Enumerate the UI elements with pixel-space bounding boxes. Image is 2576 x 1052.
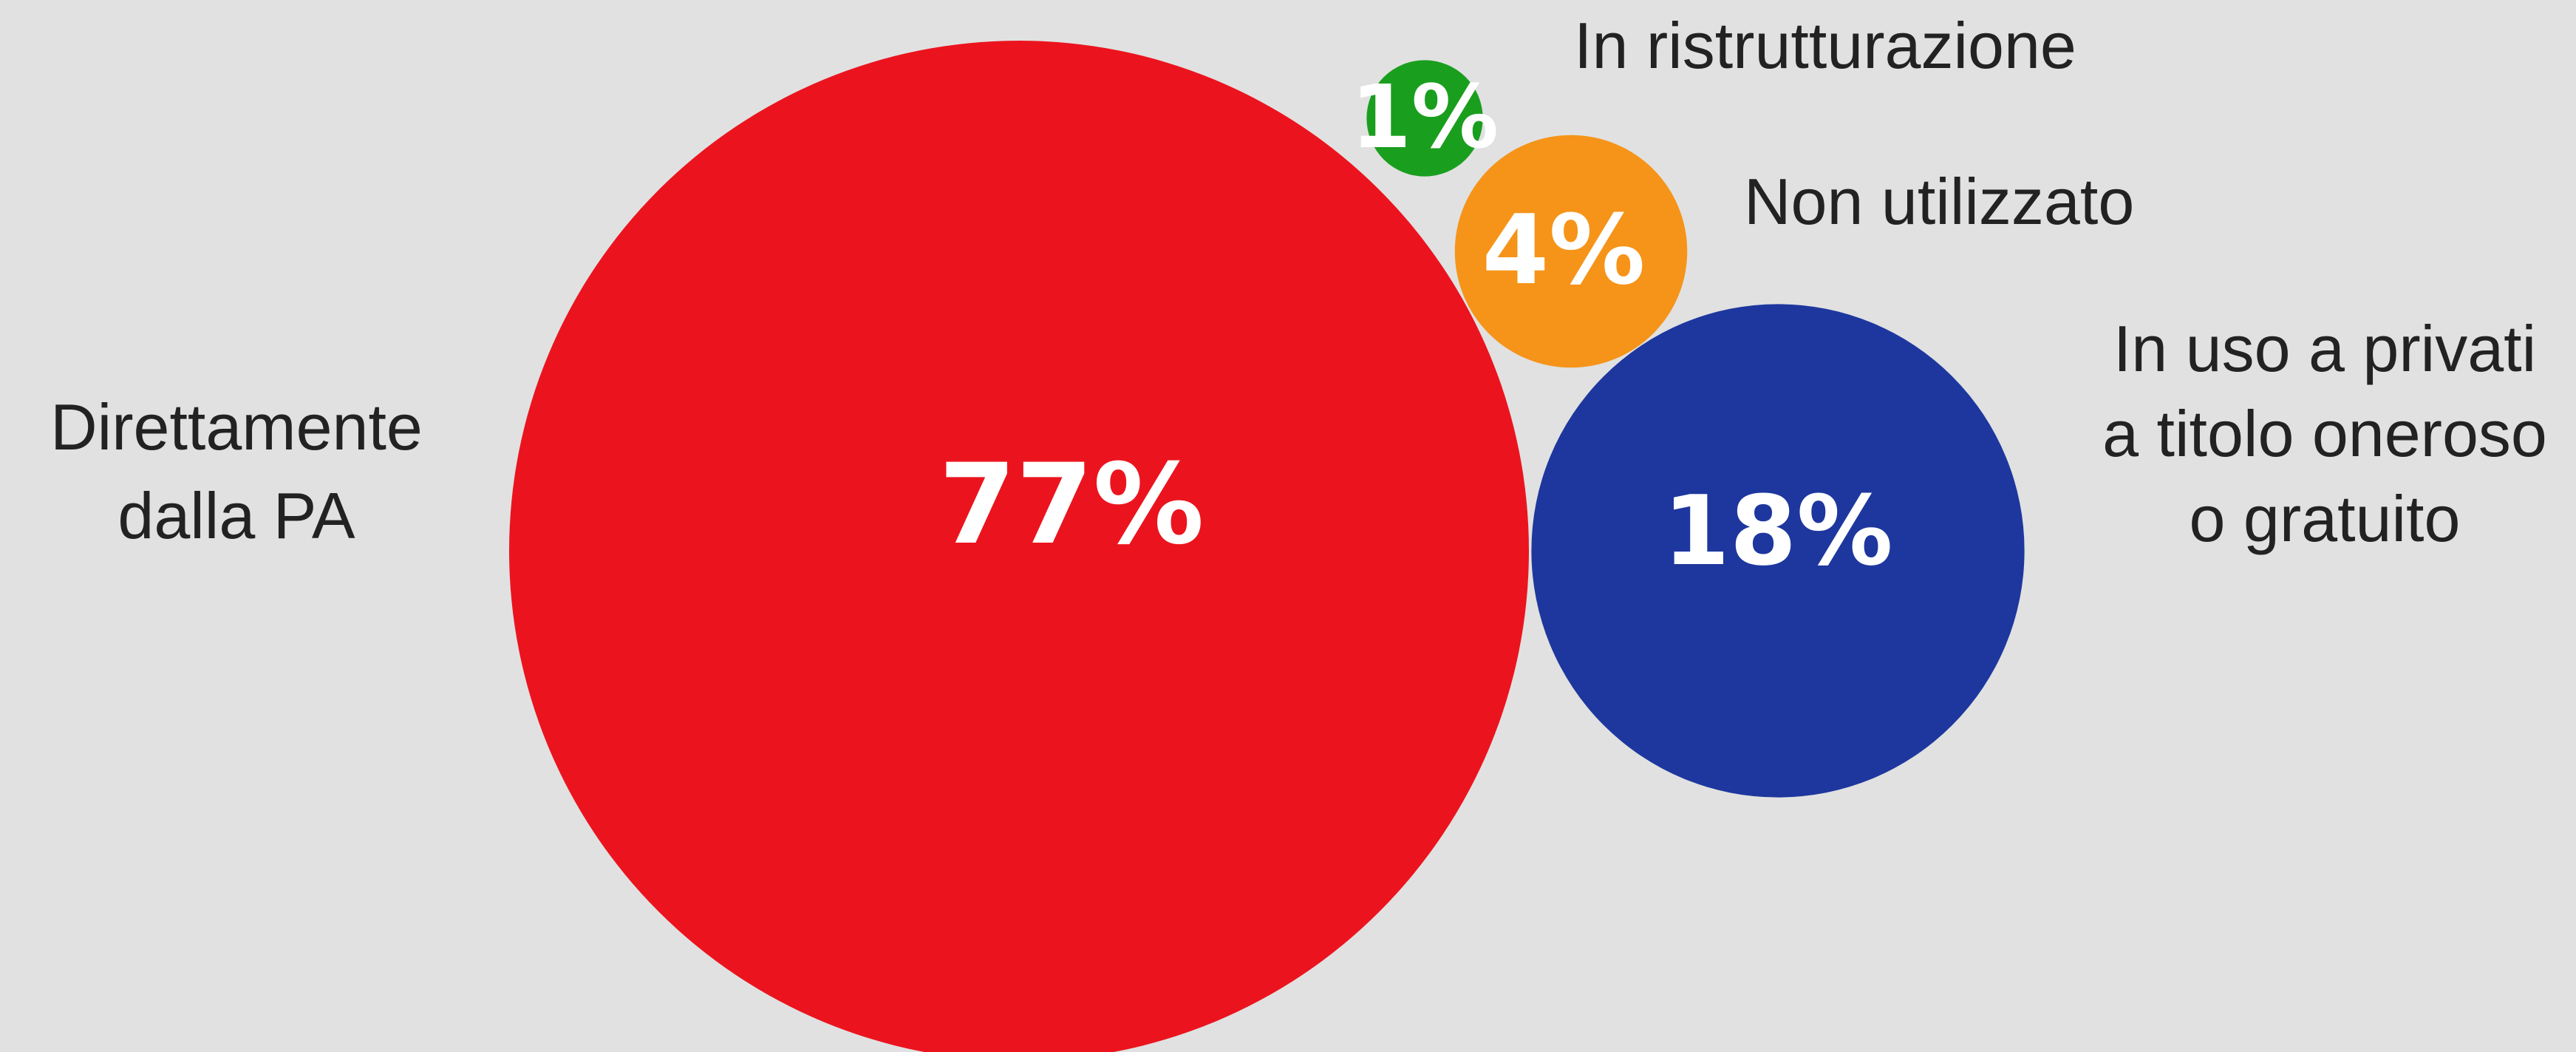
bubble-direttamente-dalla-pa [509,41,1529,1052]
bubble-label-line: Direttamente [50,390,423,464]
bubble-non-utilizzato [1454,135,1688,368]
bubble-label-line: In uso a privati [2113,312,2536,385]
bubble-value-non-utilizzato: 4% [1482,194,1646,306]
bubble-in-ristrutturazione [1366,60,1483,177]
labels-layer: Direttamente dalla PA In ristrutturazione N… [50,9,2547,555]
bubbles-layer: 77% 1% 4% 18% [509,41,2025,1052]
bubble-label-direttamente-dalla-pa: Direttamente dalla PA [50,390,423,552]
bubble-label-non-utilizzato: Non utilizzato [1744,165,2134,238]
bubble-label-line: In ristrutturazione [1574,9,2076,82]
bubble-label-line: Non utilizzato [1744,165,2134,238]
bubble-label-line: o gratuito [2190,482,2461,555]
bubble-label-line: a titolo oneroso [2102,397,2547,470]
bubble-value-in-ristrutturazione: 1% [1351,66,1499,168]
bubble-in-uso-a-privati-a-titolo-oneroso-o-gratuito [1531,304,2025,798]
bubble-label-in-uso-a-privati-a-titolo-oneroso-o-gratuito: In uso a privati a titolo oneroso o gratui… [2102,312,2547,555]
bubble-label-in-ristrutturazione: In ristrutturazione [1574,9,2076,82]
bubble-label-line: dalla PA [117,479,355,552]
bubble-value-direttamente-dalla-pa: 77% [938,441,1204,569]
bubble-value-in-uso-a-privati-a-titolo-oneroso-o-gratuito: 18% [1663,475,1892,587]
